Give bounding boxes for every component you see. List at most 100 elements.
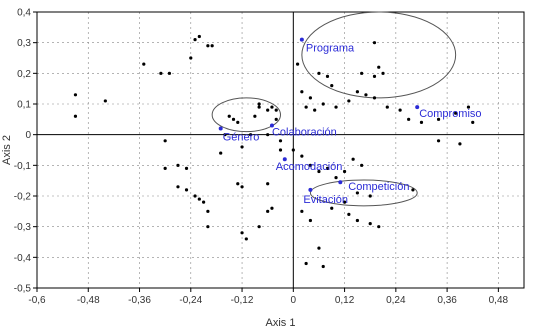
data-point [377, 225, 381, 229]
data-point [274, 117, 278, 121]
data-point [236, 120, 240, 124]
x-tick-label: -0,24 [179, 295, 202, 306]
y-tick-label: 0 [25, 130, 31, 141]
data-point [163, 139, 167, 143]
data-point [454, 111, 458, 115]
data-points [73, 34, 475, 269]
plot-frame [36, 11, 525, 289]
data-point [193, 194, 197, 198]
data-point [73, 114, 78, 118]
y-tick-label: 0,2 [17, 69, 31, 80]
data-point [436, 139, 441, 143]
data-point [189, 56, 193, 60]
data-point [270, 206, 274, 210]
data-point [317, 246, 321, 250]
y-tick-label: 0,4 [17, 8, 31, 19]
data-point [368, 194, 372, 198]
point-label: Competición [348, 181, 409, 193]
data-point [347, 99, 351, 103]
data-point [266, 108, 270, 112]
data-point [372, 41, 377, 45]
data-point [313, 108, 317, 112]
cluster-ellipses [211, 11, 457, 207]
point-label: Compromiso [419, 108, 481, 120]
data-point [471, 120, 475, 124]
data-point [330, 84, 334, 88]
data-point [291, 148, 295, 152]
data-point [197, 197, 201, 201]
y-tick-label: -0,3 [14, 222, 32, 233]
data-point [278, 148, 283, 152]
point-label: Evitación [303, 194, 348, 206]
cluster-ellipse [211, 97, 281, 133]
data-point [257, 105, 261, 109]
data-point [270, 105, 274, 109]
data-point [304, 261, 308, 266]
data-point [360, 163, 364, 167]
data-point [308, 96, 313, 100]
data-point [466, 105, 471, 109]
y-tick-label: -0,5 [14, 284, 32, 295]
data-point [244, 237, 248, 241]
data-point [360, 71, 364, 75]
data-point [278, 139, 283, 143]
point-label: Colaboración [272, 126, 337, 138]
data-point [266, 209, 270, 213]
data-point [342, 200, 347, 204]
data-point [308, 218, 313, 223]
data-point [317, 71, 321, 75]
x-tick-label: -0,48 [77, 295, 100, 306]
data-point [240, 185, 244, 189]
data-point [219, 151, 223, 155]
data-point [253, 114, 257, 118]
data-point [197, 34, 201, 39]
labeled-point [338, 180, 343, 185]
labeled-point [299, 37, 304, 42]
data-point [223, 133, 227, 137]
data-point [334, 176, 338, 180]
data-point [385, 105, 389, 109]
y-axis-title: Axis 2 [1, 135, 13, 165]
x-tick-label: 0,24 [386, 295, 406, 306]
data-point [436, 117, 441, 121]
labeled-point [415, 105, 420, 110]
data-point [163, 166, 167, 170]
data-point [176, 185, 180, 189]
data-point [325, 166, 330, 170]
data-point [355, 90, 359, 94]
y-tick-label: -0,2 [14, 192, 32, 203]
data-point [300, 209, 304, 213]
x-tick-label: -0,12 [231, 295, 254, 306]
data-point [355, 191, 359, 195]
x-tick-label: 0,48 [489, 295, 509, 306]
data-point [300, 154, 304, 158]
data-point [167, 71, 172, 75]
data-point [377, 65, 381, 69]
data-point [176, 163, 180, 167]
data-point [295, 62, 300, 66]
data-point [103, 99, 107, 103]
data-point [321, 264, 325, 269]
y-tick-label: 0,3 [17, 38, 31, 49]
data-point [398, 108, 402, 112]
data-point [347, 212, 351, 216]
y-axis-ticks: 0,4 0,3 0,2 0,1 0 -0,1 -0,2 -0,3 -0,4 -0,5 [14, 8, 37, 295]
data-point [227, 114, 231, 118]
data-point [411, 188, 415, 192]
x-tick-label: -0,36 [128, 295, 151, 306]
data-point [325, 74, 330, 78]
cluster-ellipse [301, 11, 457, 99]
y-tick-label: 0,1 [17, 100, 31, 111]
labeled-point [282, 157, 287, 162]
data-point [368, 222, 372, 226]
data-point [73, 93, 78, 97]
data-point [308, 163, 313, 167]
labeled-point [218, 126, 223, 131]
data-point [184, 188, 189, 192]
data-point [257, 102, 261, 106]
data-point [206, 44, 210, 48]
data-point [458, 142, 462, 146]
x-axis-title: Axis 1 [266, 317, 296, 329]
data-point [236, 182, 240, 186]
